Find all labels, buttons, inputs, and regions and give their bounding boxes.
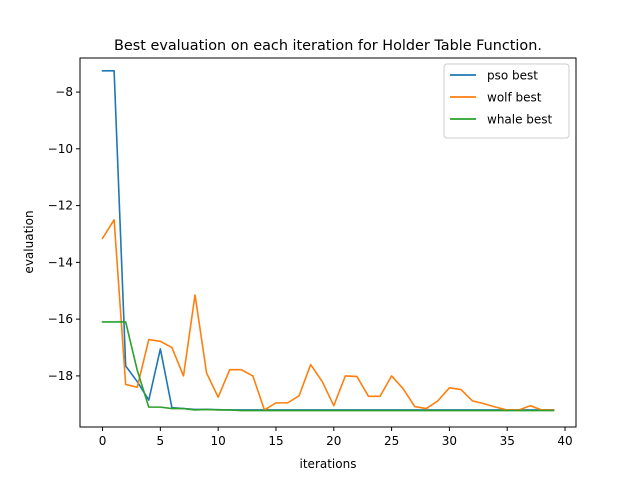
whale-best-line (101, 321, 555, 412)
x-tick-label: 15 (268, 434, 283, 448)
x-tick-label: 35 (500, 434, 515, 448)
x-axis: 0 5 10 15 20 25 30 35 40 (99, 427, 573, 448)
x-tick-label: 30 (442, 434, 457, 448)
plot-frame (79, 57, 577, 428)
legend-label: pso best (487, 69, 538, 83)
y-tick-label: −16 (48, 312, 73, 326)
legend-label: whale best (487, 113, 553, 127)
wolf-best-line (101, 218, 555, 411)
legend: pso best wolf best whale best (443, 63, 570, 139)
x-tick-label: 20 (326, 434, 341, 448)
x-axis-label: iterations (300, 457, 357, 471)
x-tick-label: 40 (557, 434, 572, 448)
plot-lines (101, 69, 555, 412)
x-tick-label: 0 (99, 434, 107, 448)
y-axis: −18 −16 −14 −12 −10 −8 (48, 85, 80, 383)
chart-title: Best evaluation on each iteration for Ho… (114, 38, 542, 54)
x-tick-label: 25 (384, 434, 399, 448)
x-tick-label: 10 (211, 434, 226, 448)
legend-label: wolf best (487, 91, 542, 105)
y-tick-label: −10 (48, 142, 73, 156)
y-tick-label: −18 (48, 369, 73, 383)
y-tick-label: −8 (55, 85, 73, 99)
x-tick-label: 5 (157, 434, 165, 448)
y-tick-label: −14 (48, 255, 73, 269)
y-axis-label: evaluation (22, 210, 36, 273)
y-tick-label: −12 (48, 199, 73, 213)
